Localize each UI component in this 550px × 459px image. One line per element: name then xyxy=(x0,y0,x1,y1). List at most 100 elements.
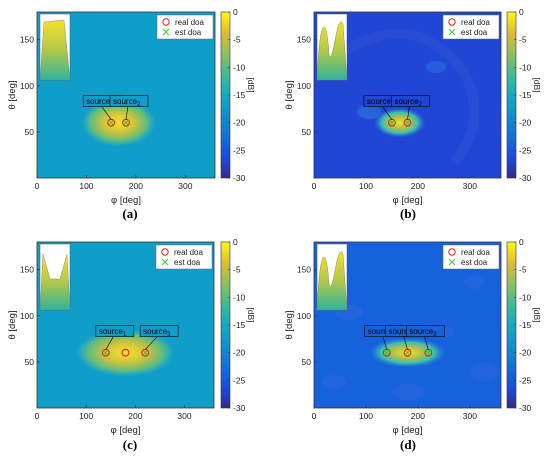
x-tick-label: 100 xyxy=(359,411,373,421)
source-label: source3 xyxy=(139,325,179,350)
legend-real-label: real doa xyxy=(175,18,204,27)
x-tick-label: 200 xyxy=(411,181,425,191)
legend-real-marker xyxy=(161,248,169,256)
est-doa-marker xyxy=(123,119,129,126)
inset-thumbnail xyxy=(316,243,348,311)
est-doa-marker xyxy=(142,349,149,356)
inset-thumbnail xyxy=(316,13,348,81)
colorbar-tick-label: -15 xyxy=(519,90,532,100)
colorbar-tick-label: -5 xyxy=(233,35,241,45)
source-leader-line xyxy=(144,335,159,350)
legend-real-marker xyxy=(448,18,456,26)
colorbar-tick-label: -20 xyxy=(233,348,246,358)
y-tick-label: 50 xyxy=(25,357,35,367)
legend-est-label: est doa xyxy=(174,258,201,267)
source-label-word: source xyxy=(86,97,111,106)
est-doa-marker xyxy=(425,349,432,356)
colorbar-tick-label: -10 xyxy=(233,292,246,302)
panel-b: 0 100 200 300 50 100 150 φ [deg] θ [deg] real doa… xyxy=(284,7,542,221)
y-axis-label: θ [deg] xyxy=(7,310,18,339)
colorbar-tick-label: -25 xyxy=(233,375,246,385)
colorbar-tick-label: 0 xyxy=(519,237,524,247)
colorbar: 0 -5 -10 -15 -20 -25 -30 [dB] xyxy=(220,7,256,183)
colorbar-tick-label: -25 xyxy=(519,375,532,385)
source-leader-line xyxy=(423,335,429,350)
est-doa-marker xyxy=(404,349,411,356)
source-label-word: source xyxy=(389,327,414,336)
colorbar-unit-label: [dB] xyxy=(246,77,256,92)
x-tick-label: 200 xyxy=(411,411,425,421)
est-doa-marker xyxy=(383,349,390,356)
sidelobe-blob xyxy=(322,375,346,389)
source-label-text: source3 xyxy=(409,327,437,338)
source-label-index: 1 xyxy=(123,332,127,338)
source-leader-line xyxy=(407,105,410,120)
source-label-box xyxy=(405,325,445,337)
main-lobe xyxy=(75,328,176,377)
y-tick-label: 150 xyxy=(20,265,34,275)
legend-real-marker xyxy=(162,18,170,26)
colorbar-tick-label: -20 xyxy=(519,348,532,358)
y-tick-label: 150 xyxy=(297,35,311,45)
source-label: source3 xyxy=(405,325,445,350)
colorbar: 0 -5 -10 -15 -20 -25 -30 [dB] xyxy=(220,237,256,413)
inset-thumbnail xyxy=(39,243,71,311)
colorbar-tick-label: -25 xyxy=(519,145,532,155)
main-lobe xyxy=(373,107,426,138)
colorbar-tick-label: -5 xyxy=(519,265,527,275)
est-doa-marker xyxy=(102,349,109,356)
panel-caption: (a) xyxy=(122,206,137,221)
source-leader-line xyxy=(125,105,129,120)
x-tick-label: 0 xyxy=(312,411,317,421)
legend-est-marker xyxy=(161,258,169,266)
x-axis-label: φ [deg] xyxy=(111,425,141,436)
y-tick-label: 50 xyxy=(302,357,312,367)
inset-beam-pattern xyxy=(39,253,71,311)
inset-beam-pattern xyxy=(316,21,348,81)
legend-est-marker xyxy=(448,28,456,36)
source-label-text: source1 xyxy=(99,327,127,338)
x-tick-label: 0 xyxy=(312,181,317,191)
y-axis-label: θ [deg] xyxy=(7,80,18,109)
x-tick-label: 0 xyxy=(35,411,40,421)
colorbar-tick-label: 0 xyxy=(233,237,238,247)
source-leader-line xyxy=(403,335,408,350)
x-tick-label: 0 xyxy=(35,181,40,191)
source-label-text: source2 xyxy=(113,97,141,108)
legend-est-label: est doa xyxy=(175,28,202,37)
est-doa-marker xyxy=(404,119,411,126)
colorbar-tick-label: -30 xyxy=(519,403,532,413)
source-label: source1 xyxy=(95,325,135,350)
y-tick-label: 100 xyxy=(297,81,311,91)
colorbar-tick-label: -15 xyxy=(519,320,532,330)
legend-est-marker xyxy=(162,28,170,36)
sidelobe-blob xyxy=(426,61,446,73)
x-tick-label: 300 xyxy=(178,181,192,191)
source-label-box xyxy=(139,325,179,337)
x-axis-label: φ [deg] xyxy=(111,195,141,206)
source-label-word: source xyxy=(395,97,420,106)
source-label-text: source2 xyxy=(395,97,423,108)
colorbar-tick-label: -20 xyxy=(233,118,246,128)
real-doa-marker xyxy=(121,348,130,357)
colorbar-tick-label: -20 xyxy=(519,118,532,128)
source-label: source2 xyxy=(109,95,149,120)
plot-frame xyxy=(36,241,215,409)
y-tick-label: 100 xyxy=(20,311,34,321)
source-label-word: source xyxy=(99,327,124,336)
colorbar-tick-label: 0 xyxy=(233,7,238,17)
source-label: source2 xyxy=(391,95,430,120)
source-label-index: 3 xyxy=(433,332,437,338)
inset-beam-pattern xyxy=(316,251,348,311)
legend-est-marker xyxy=(448,258,456,266)
legend-est-label: est doa xyxy=(461,258,488,267)
sidelobe-blob xyxy=(393,384,425,400)
source-label-word: source xyxy=(409,327,434,336)
x-tick-label: 300 xyxy=(463,181,477,191)
source-label-word: source xyxy=(368,327,393,336)
